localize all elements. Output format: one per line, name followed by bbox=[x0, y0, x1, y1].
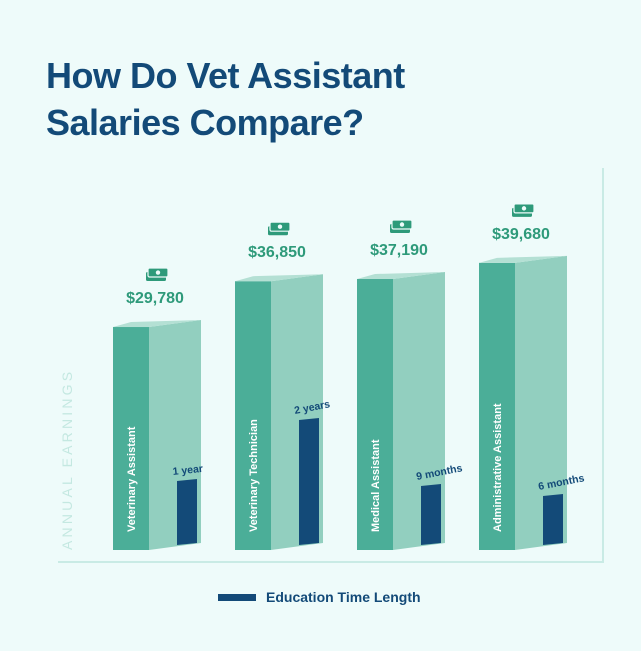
legend-label-education: Education Time Length bbox=[266, 589, 421, 605]
chart-title-line-2: Salaries Compare? bbox=[46, 102, 364, 143]
bar-top-administrative-assistant bbox=[479, 255, 567, 263]
legend-swatch-education bbox=[218, 593, 256, 601]
education-bar-administrative-assistant bbox=[543, 494, 563, 545]
education-bar-medical-assistant bbox=[421, 484, 441, 545]
legend: Education Time Length bbox=[218, 589, 421, 605]
money-note-coin bbox=[399, 222, 405, 227]
category-label-medical-assistant: Medical Assistant bbox=[370, 439, 382, 532]
bar-front-veterinary-assistant bbox=[113, 327, 149, 550]
money-note-coin bbox=[521, 206, 527, 211]
bar-front-administrative-assistant bbox=[479, 262, 515, 550]
category-label-veterinary-technician: Veterinary Technician bbox=[248, 419, 260, 532]
y-axis-label: ANNUAL EARNINGS bbox=[59, 369, 75, 550]
education-bar-veterinary-technician bbox=[299, 418, 319, 545]
value-label-veterinary-assistant: $29,780 bbox=[126, 290, 184, 307]
education-bar-veterinary-assistant bbox=[177, 479, 197, 545]
chart-title: How Do Vet Assistant Salaries Compare? bbox=[46, 52, 606, 146]
bar-front-veterinary-technician bbox=[235, 281, 271, 550]
bar-side-administrative-assistant bbox=[515, 255, 567, 550]
money-note-coin bbox=[155, 270, 161, 275]
bar-side-medical-assistant bbox=[393, 272, 445, 550]
money-stack-icon bbox=[390, 219, 413, 234]
axes: ANNUAL EARNINGS bbox=[58, 168, 604, 563]
money-stack-icon bbox=[268, 221, 291, 236]
category-label-administrative-assistant: Administrative Assistant bbox=[492, 403, 504, 532]
money-note-coin bbox=[277, 224, 283, 229]
money-stack-icon bbox=[512, 203, 535, 217]
value-label-medical-assistant: $37,190 bbox=[370, 242, 428, 259]
value-label-veterinary-technician: $36,850 bbox=[248, 244, 306, 261]
bar-top-veterinary-technician bbox=[235, 274, 323, 282]
chart-title-line-1: How Do Vet Assistant bbox=[46, 55, 405, 96]
money-stack-icon bbox=[146, 267, 169, 282]
bar-front-medical-assistant bbox=[357, 279, 393, 550]
education-label-veterinary-assistant: 1 year bbox=[172, 463, 203, 478]
value-label-administrative-assistant: $39,680 bbox=[492, 226, 550, 243]
bar-top-veterinary-assistant bbox=[113, 320, 201, 328]
category-label-veterinary-assistant: Veterinary Assistant bbox=[126, 426, 138, 532]
bar-top-medical-assistant bbox=[357, 272, 445, 280]
